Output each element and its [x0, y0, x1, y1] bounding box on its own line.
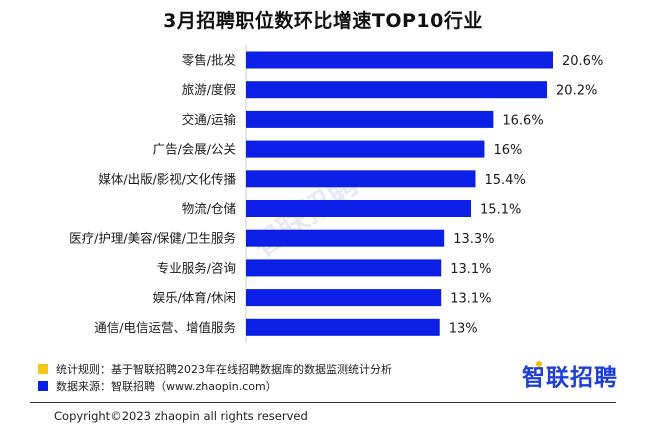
- bar: [246, 140, 485, 158]
- copyright-text: Copyright©2023 zhaopin all rights reserv…: [54, 409, 308, 423]
- legend-rule: 统计规则：基于智联招聘2023年在线招聘数据库的数据监测统计分析: [38, 361, 392, 377]
- category-label: 专业服务/咨询: [157, 260, 236, 275]
- value-label: 13.1%: [450, 262, 491, 277]
- category-label: 通信/电信运营、增值服务: [94, 320, 236, 335]
- bar: [246, 170, 476, 188]
- value-label: 13%: [449, 321, 478, 336]
- bar: [246, 51, 553, 69]
- logo-dot: [536, 361, 542, 367]
- value-label: 20.6%: [562, 54, 603, 69]
- footer-divider: [30, 402, 616, 403]
- category-label: 媒体/出版/影视/文化传播: [98, 171, 236, 186]
- category-label: 娱乐/体育/休闲: [153, 290, 236, 305]
- category-label: 物流/仓储: [182, 201, 236, 216]
- value-label: 16.6%: [502, 113, 543, 128]
- chart-title: 3月招聘职位数环比增速TOP10行业: [163, 10, 483, 32]
- category-label: 旅游/度假: [182, 82, 237, 97]
- bar: [246, 229, 445, 247]
- legend-source: 数据来源：智联招聘（www.zhaopin.com）: [38, 378, 277, 394]
- value-label: 13.3%: [453, 232, 494, 247]
- bar-chart: 智联招聘 零售/批发20.6%旅游/度假20.2%交通/运输16.6%广告/会展…: [69, 45, 603, 343]
- legend-source-swatch: [38, 381, 48, 391]
- legend-source-text: 数据来源：智联招聘（www.zhaopin.com）: [56, 380, 277, 393]
- category-label: 医疗/护理/美容/保健/卫生服务: [69, 231, 236, 246]
- category-label: 零售/批发: [182, 53, 237, 68]
- bar: [246, 200, 472, 217]
- bar: [246, 259, 442, 277]
- bar: [246, 289, 442, 307]
- value-label: 13.1%: [450, 292, 491, 307]
- zhaopin-logo: 智联招聘: [522, 358, 618, 392]
- value-label: 20.2%: [556, 84, 597, 99]
- bar: [246, 81, 548, 99]
- legend-rule-swatch: [38, 364, 48, 374]
- bar: [246, 318, 440, 336]
- category-label: 广告/会展/公关: [153, 142, 236, 157]
- value-label: 16%: [493, 143, 522, 158]
- legend-rule-text: 统计规则：基于智联招聘2023年在线招聘数据库的数据监测统计分析: [56, 363, 392, 376]
- value-label: 15.4%: [485, 173, 526, 188]
- value-label: 15.1%: [480, 203, 521, 218]
- bar: [246, 110, 494, 128]
- category-label: 交通/运输: [182, 112, 237, 127]
- logo-text: 智联招聘: [522, 365, 618, 391]
